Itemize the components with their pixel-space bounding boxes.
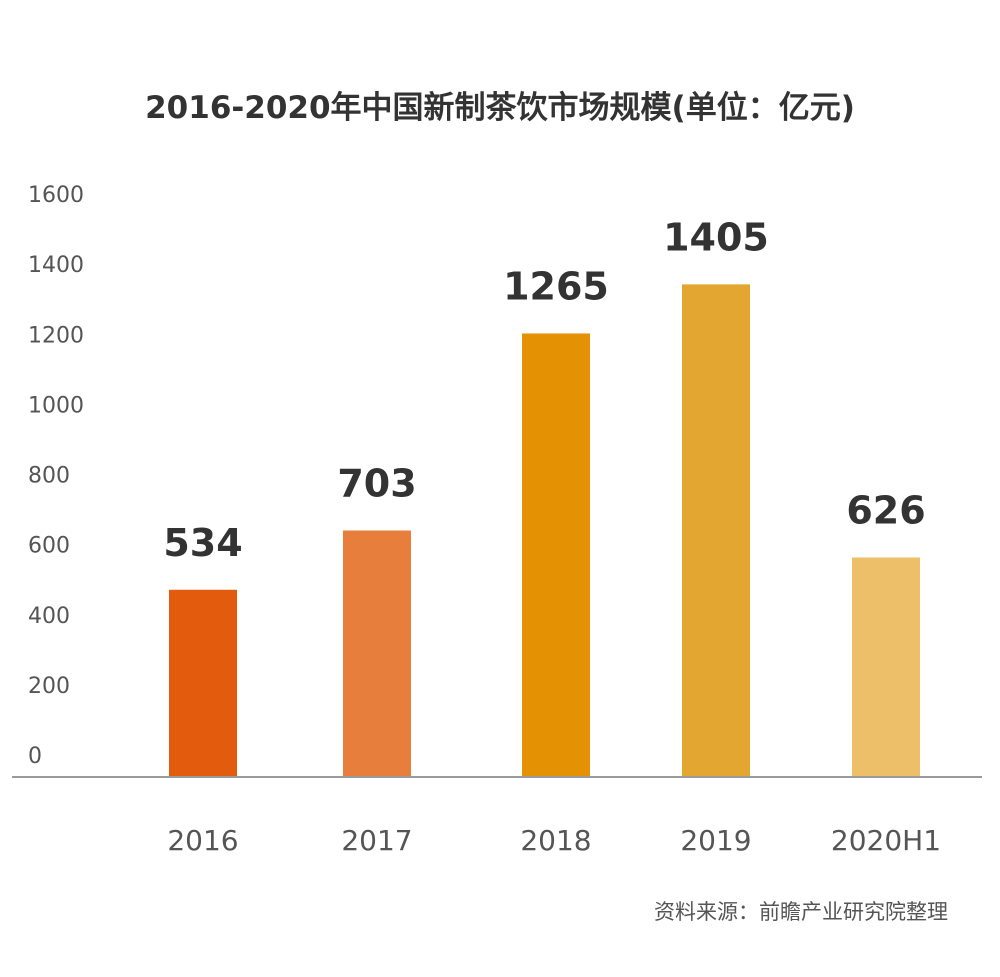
y-tick-label: 1000: [28, 393, 84, 418]
x-tick-label: 2019: [680, 824, 751, 857]
bar-2018: [522, 333, 590, 777]
data-label: 1265: [503, 264, 609, 308]
chart-title: 2016-2020年中国新制茶饮市场规模(单位：亿元): [145, 90, 855, 126]
x-tick-label: 2016: [167, 824, 238, 857]
y-tick-label: 1200: [28, 323, 84, 348]
x-tick-label: 2018: [520, 824, 591, 857]
data-label: 1405: [663, 215, 769, 259]
data-label: 626: [846, 489, 925, 533]
x-tick-label: 2017: [341, 824, 412, 857]
x-tick-label: 2020H1: [831, 824, 941, 857]
data-label: 534: [163, 521, 242, 565]
bar-2020H1: [852, 557, 920, 777]
bar-2017: [343, 530, 411, 777]
y-tick-label: 800: [28, 464, 70, 489]
bar-2019: [682, 284, 750, 777]
y-tick-label: 1600: [28, 183, 84, 208]
bar-2016: [169, 589, 237, 777]
x-axis-ticks: 2016 2017 2018 2019 2020H1: [167, 824, 941, 857]
data-labels: 534 703 1265 1405 626: [163, 215, 925, 564]
bars: [169, 284, 920, 777]
y-axis-ticks: 0 200 400 600 800 1000 1200 1400 1600: [28, 183, 84, 769]
source-note: 资料来源：前瞻产业研究院整理: [654, 900, 948, 924]
y-tick-label: 400: [28, 604, 70, 629]
y-tick-label: 1400: [28, 253, 84, 278]
y-tick-label: 200: [28, 674, 70, 699]
y-tick-label: 0: [28, 744, 42, 769]
y-tick-label: 600: [28, 534, 70, 559]
data-label: 703: [337, 462, 416, 506]
